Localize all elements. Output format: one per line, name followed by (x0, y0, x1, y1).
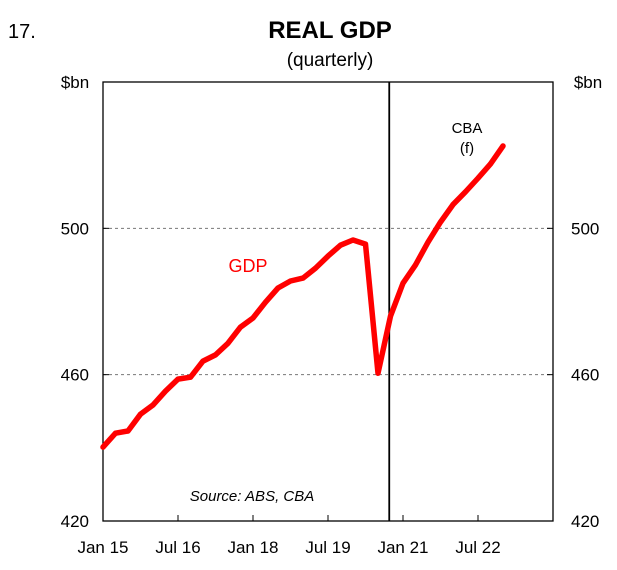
data-point (113, 430, 118, 436)
data-point (300, 275, 306, 281)
data-point (475, 175, 481, 181)
data-point (350, 237, 356, 243)
y-tick-label-right: 460 (571, 366, 599, 385)
chart-number: 17. (8, 21, 36, 43)
source-note: Source: ABS, CBA (190, 488, 315, 505)
y-axis-label-left: $bn (61, 73, 89, 92)
data-point (288, 278, 293, 284)
data-point (125, 428, 131, 434)
data-point (338, 242, 343, 248)
data-point (450, 202, 456, 208)
y-tick-label-left: 420 (61, 512, 89, 531)
data-point (375, 370, 381, 376)
y-tick-label-left: 500 (61, 219, 89, 238)
x-tick-label: Jul 19 (305, 538, 350, 557)
chart-subtitle: (quarterly) (287, 50, 374, 71)
data-point (225, 340, 231, 346)
data-point (400, 280, 406, 286)
data-point (425, 239, 431, 245)
data-point (363, 241, 368, 247)
y-tick-label-right: 500 (571, 219, 599, 238)
data-point (413, 262, 418, 268)
data-point (100, 444, 106, 450)
data-point (163, 388, 168, 394)
data-point (263, 299, 268, 305)
data-point (488, 161, 493, 167)
x-tick-label: Jan 18 (227, 538, 278, 557)
data-point (138, 411, 143, 417)
x-tick-label: Jan 15 (77, 538, 128, 557)
data-point (175, 376, 181, 382)
forecast-label-f: (f) (460, 140, 474, 157)
y-axis-label-right: $bn (574, 73, 602, 92)
data-point (250, 315, 256, 321)
plot-frame (102, 81, 554, 522)
data-point (500, 143, 506, 149)
series-line-gdp (100, 143, 506, 450)
data-point (463, 189, 468, 195)
data-point (275, 285, 281, 291)
data-point (388, 313, 393, 319)
data-point (238, 324, 243, 330)
data-point (325, 253, 331, 259)
x-tick-label: Jul 16 (155, 538, 200, 557)
y-tick-label-right: 420 (571, 512, 599, 531)
chart-title: REAL GDP (268, 17, 392, 44)
forecast-label-cba: CBA (452, 120, 483, 137)
x-tick-label: Jan 21 (377, 538, 428, 557)
data-point (200, 358, 206, 364)
data-point (313, 265, 318, 271)
y-tick-label-left: 460 (61, 366, 89, 385)
data-point (438, 219, 443, 225)
x-tick-label: Jul 22 (455, 538, 500, 557)
data-point (188, 374, 193, 380)
data-point (150, 402, 156, 408)
data-point (213, 352, 218, 358)
series-label-gdp: GDP (228, 256, 267, 276)
